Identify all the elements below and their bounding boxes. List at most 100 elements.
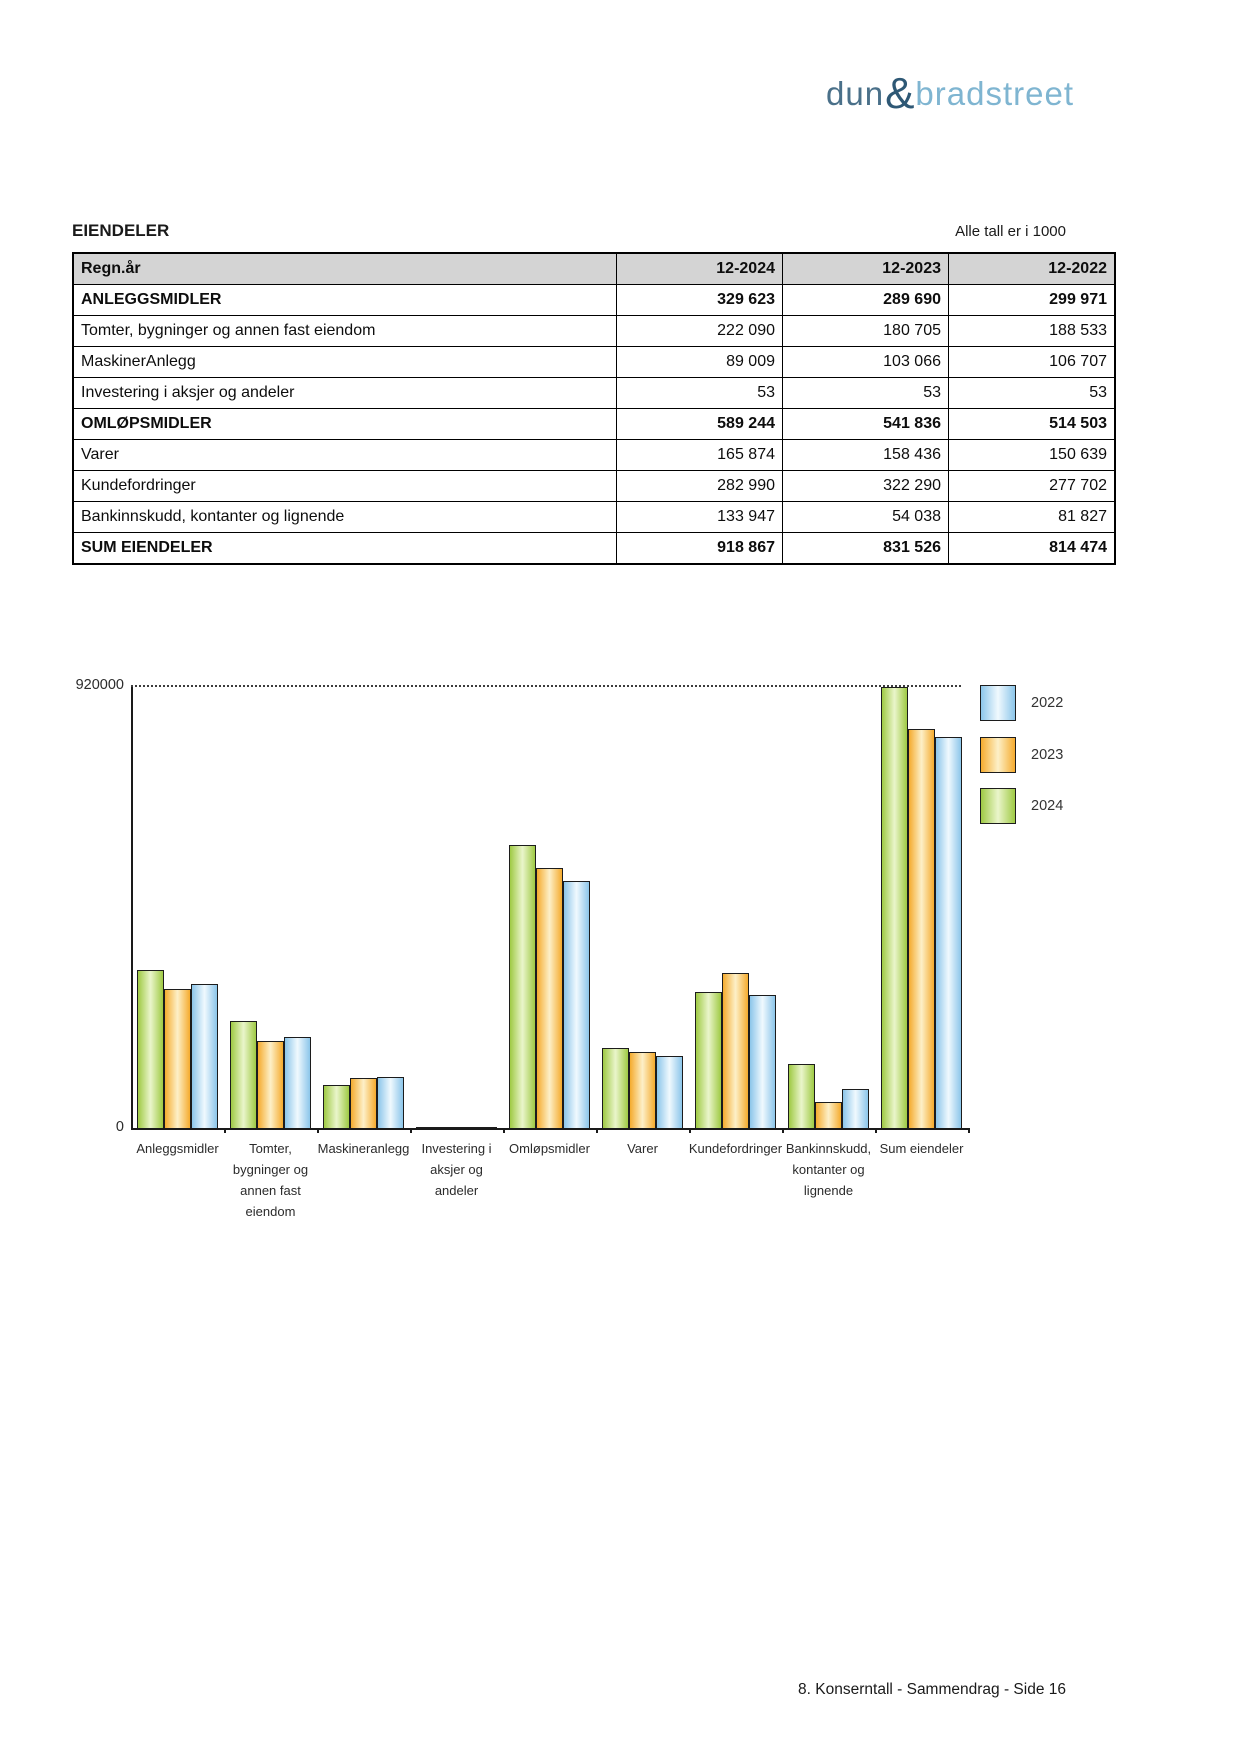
- table-header-regnaar: Regn.år: [72, 252, 617, 285]
- legend-label: 2022: [1031, 695, 1064, 711]
- x-axis-line: [131, 1128, 968, 1130]
- x-tick-label-line: Sum eiendeler: [879, 1141, 964, 1156]
- bar-2022: [284, 1037, 311, 1128]
- legend-item-2023: 2023: [980, 737, 1063, 773]
- bar-2024: [788, 1063, 815, 1128]
- value-cell: 54 038: [782, 501, 949, 533]
- gridline-920000: [131, 685, 961, 687]
- bar-2024: [137, 969, 164, 1128]
- x-tick-label: Sum eiendeler: [880, 1138, 964, 1159]
- x-axis-tick: [782, 1128, 784, 1133]
- bar-2022: [842, 1088, 869, 1128]
- units-note: Alle tall er i 1000: [955, 223, 1066, 240]
- value-cell: 299 971: [948, 284, 1116, 316]
- value-cell: 180 705: [782, 315, 949, 347]
- row-label-cell: MaskinerAnlegg: [72, 346, 617, 378]
- value-cell: 322 290: [782, 470, 949, 502]
- value-cell: 282 990: [616, 470, 783, 502]
- bar-2024: [695, 992, 722, 1128]
- logo-text-dun: dun: [826, 75, 885, 112]
- value-cell: 165 874: [616, 439, 783, 471]
- row-label-cell: Kundefordringer: [72, 470, 617, 502]
- bar-2023: [443, 1126, 470, 1128]
- bar-2024: [323, 1085, 350, 1128]
- bar-2024: [881, 686, 908, 1128]
- value-cell: 918 867: [616, 532, 783, 565]
- x-axis-tick: [596, 1128, 598, 1133]
- x-tick-label-line: andeler: [434, 1183, 479, 1198]
- legend-swatch-2023: [980, 737, 1016, 773]
- table-header-row: Regn.år 12-2024 12-2023 12-2022: [72, 252, 1116, 285]
- ampersand-icon: &: [885, 69, 915, 118]
- legend-swatch-2022: [980, 685, 1016, 721]
- x-tick-label-line: eiendom: [245, 1204, 296, 1219]
- table-row: Varer 165 874 158 436 150 639: [72, 439, 1116, 471]
- bar-2024: [509, 844, 536, 1128]
- x-axis-tick: [968, 1128, 970, 1133]
- table-row: ANLEGGSMIDLER 329 623 289 690 299 971: [72, 284, 1116, 316]
- x-tick-label: Anleggsmidler: [136, 1138, 218, 1159]
- x-tick-label-line: Anleggsmidler: [136, 1141, 219, 1156]
- table-header-12-2022: 12-2022: [948, 252, 1116, 285]
- bar-2023: [722, 973, 749, 1128]
- legend-item-2022: 2022: [980, 685, 1063, 721]
- x-tick-label-line: Omløpsmidler: [509, 1141, 590, 1156]
- bar-2022: [377, 1076, 404, 1128]
- section-title: EIENDELER: [72, 221, 170, 240]
- row-label-cell: Tomter, bygninger og annen fast eiendom: [72, 315, 617, 347]
- table-header-12-2023: 12-2023: [782, 252, 949, 285]
- x-tick-label-line: Tomter,: [249, 1141, 292, 1156]
- dun-bradstreet-logo: dun & bradstreet: [826, 66, 1075, 118]
- x-axis-tick: [875, 1128, 877, 1133]
- x-tick-label-line: annen fast: [240, 1183, 301, 1198]
- value-cell: 814 474: [948, 532, 1116, 565]
- bar-2023: [164, 988, 191, 1128]
- x-tick-label: Kundefordringer: [689, 1138, 782, 1159]
- y-tick-zero-label: 0: [115, 1119, 124, 1135]
- table-row: Tomter, bygninger og annen fast eiendom 2…: [72, 315, 1116, 347]
- x-axis-tick: [503, 1128, 505, 1133]
- row-label-cell: Varer: [72, 439, 617, 471]
- y-axis-line: [131, 686, 133, 1128]
- legend-label: 2024: [1031, 798, 1064, 814]
- value-cell: 188 533: [948, 315, 1116, 347]
- x-tick-label-line: bygninger og: [232, 1162, 309, 1177]
- table-row: SUM EIENDELER 918 867 831 526 814 474: [72, 532, 1116, 565]
- value-cell: 329 623: [616, 284, 783, 316]
- bar-2023: [536, 867, 563, 1128]
- value-cell: 277 702: [948, 470, 1116, 502]
- bar-2023: [908, 728, 935, 1128]
- value-cell: 514 503: [948, 408, 1116, 440]
- value-cell: 158 436: [782, 439, 949, 471]
- value-cell: 541 836: [782, 408, 949, 440]
- table-row: MaskinerAnlegg 89 009 103 066 106 707: [72, 346, 1116, 378]
- x-axis-tick: [689, 1128, 691, 1133]
- bar-2022: [470, 1126, 497, 1128]
- table-row: Kundefordringer 282 990 322 290 277 702: [72, 470, 1116, 502]
- x-tick-label-line: Varer: [627, 1141, 658, 1156]
- bar-2023: [350, 1078, 377, 1128]
- value-cell: 589 244: [616, 408, 783, 440]
- financial-table: Regn.år 12-2024 12-2023 12-2022 ANLEGGSM…: [72, 252, 1116, 565]
- bar-2023: [815, 1102, 842, 1128]
- value-cell: 89 009: [616, 346, 783, 378]
- x-tick-label: Investering i aksjer og andeler: [421, 1138, 491, 1201]
- x-tick-label-line: lignende: [803, 1183, 854, 1198]
- y-tick-max-label: 920000: [75, 677, 124, 693]
- legend-swatch-2024: [980, 788, 1016, 824]
- logo-text-bradstreet: bradstreet: [915, 75, 1075, 112]
- x-tick-label: Bankinnskudd, kontanter og lignende: [786, 1138, 871, 1201]
- row-label-cell: SUM EIENDELER: [72, 532, 617, 565]
- row-label-cell: Investering i aksjer og andeler: [72, 377, 617, 409]
- x-tick-label-line: Bankinnskudd,: [785, 1141, 872, 1156]
- x-tick-label-line: Kundefordringer: [688, 1141, 783, 1156]
- value-cell: 53: [948, 377, 1116, 409]
- legend-item-2024: 2024: [980, 788, 1063, 824]
- legend-label: 2023: [1031, 747, 1064, 763]
- value-cell: 53: [782, 377, 949, 409]
- value-cell: 150 639: [948, 439, 1116, 471]
- x-tick-label: Varer: [627, 1138, 658, 1159]
- bar-2023: [257, 1041, 284, 1128]
- value-cell: 53: [616, 377, 783, 409]
- table-row: OMLØPSMIDLER 589 244 541 836 514 503: [72, 408, 1116, 440]
